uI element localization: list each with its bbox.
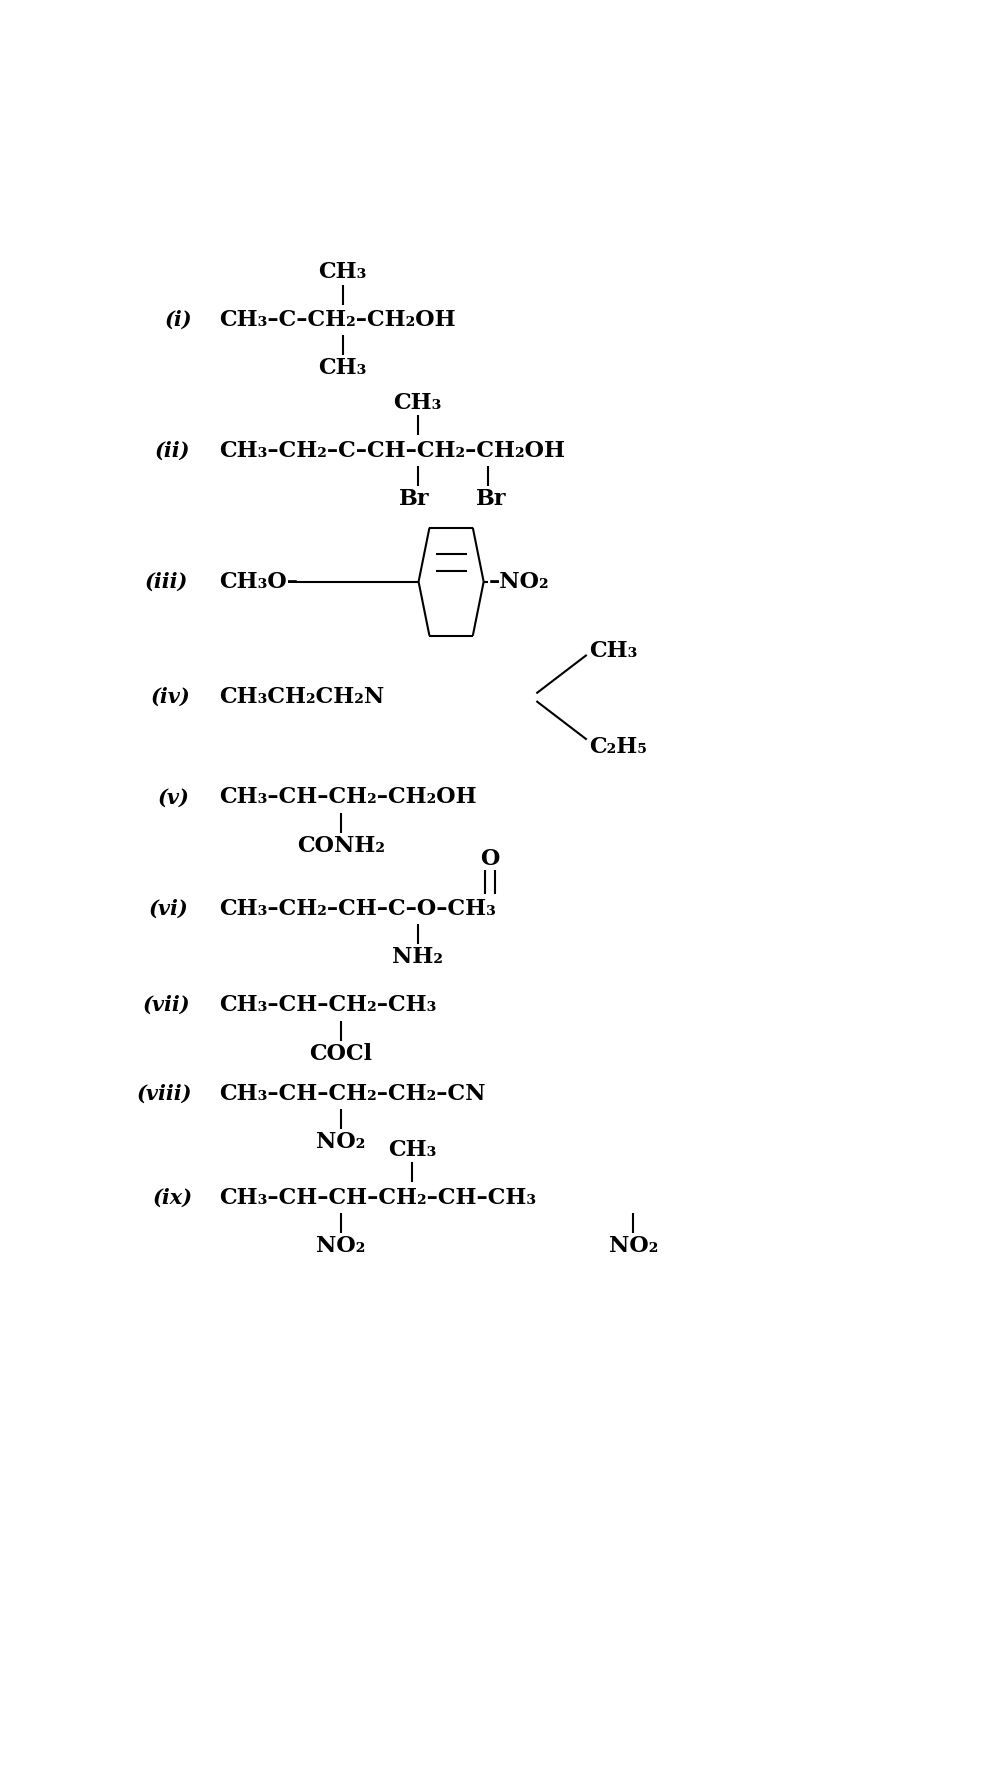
Text: (vii): (vii) xyxy=(143,995,190,1015)
Text: NO₂: NO₂ xyxy=(609,1235,658,1258)
Text: NO₂: NO₂ xyxy=(317,1131,366,1153)
Text: NO₂: NO₂ xyxy=(317,1235,366,1258)
Text: (v): (v) xyxy=(158,788,190,808)
Text: Br: Br xyxy=(399,488,429,509)
Text: CH₃–CH–CH₂–CH₃: CH₃–CH–CH₂–CH₃ xyxy=(219,994,436,1017)
Text: CH₃–CH–CH₂–CH₂–CN: CH₃–CH–CH₂–CH₂–CN xyxy=(219,1083,485,1104)
Text: (ii): (ii) xyxy=(155,441,191,461)
Text: CONH₂: CONH₂ xyxy=(297,835,385,856)
Text: (iii): (iii) xyxy=(145,572,188,591)
Text: O: O xyxy=(480,847,499,870)
Text: (ix): (ix) xyxy=(153,1188,193,1208)
Text: NH₂: NH₂ xyxy=(392,947,443,969)
Text: CH₃O–: CH₃O– xyxy=(219,570,297,593)
Text: CH₃: CH₃ xyxy=(394,391,442,415)
Text: C₂H₅: C₂H₅ xyxy=(589,736,647,758)
Text: CH₃–C–CH₂–CH₂OH: CH₃–C–CH₂–CH₂OH xyxy=(219,309,455,331)
Text: CH₃–CH–CH–CH₂–CH–CH₃: CH₃–CH–CH–CH₂–CH–CH₃ xyxy=(219,1187,536,1208)
Text: CH₃–CH₂–C–CH–CH₂–CH₂OH: CH₃–CH₂–C–CH–CH₂–CH₂OH xyxy=(219,440,565,461)
Text: (iv): (iv) xyxy=(151,688,190,708)
Text: –NO₂: –NO₂ xyxy=(489,570,550,593)
Text: CH₃–CH–CH₂–CH₂OH: CH₃–CH–CH₂–CH₂OH xyxy=(219,786,476,808)
Text: CH₃: CH₃ xyxy=(319,357,367,379)
Text: CH₃: CH₃ xyxy=(388,1138,436,1162)
Text: (vi): (vi) xyxy=(149,899,189,919)
Text: CH₃: CH₃ xyxy=(589,640,637,661)
Text: (i): (i) xyxy=(165,309,192,331)
Text: COCl: COCl xyxy=(310,1044,373,1065)
Text: CH₃: CH₃ xyxy=(319,261,367,282)
Text: CH₃–CH₂–CH–C–O–CH₃: CH₃–CH₂–CH–C–O–CH₃ xyxy=(219,899,495,920)
Text: (viii): (viii) xyxy=(137,1083,192,1104)
Text: CH₃CH₂CH₂N: CH₃CH₂CH₂N xyxy=(219,686,384,708)
Text: Br: Br xyxy=(476,488,507,509)
